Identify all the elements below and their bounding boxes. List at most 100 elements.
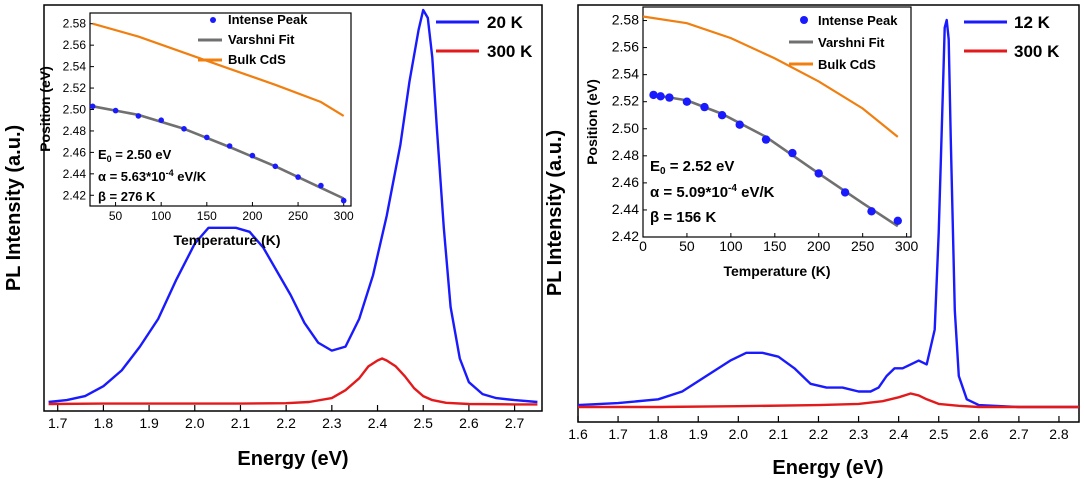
right-inset-y-tick-label: 2.46 xyxy=(612,174,639,190)
left-plot-frame xyxy=(43,4,543,412)
left-inset-x-tick-label: 150 xyxy=(197,209,217,223)
right-legend-300k-label: 300 K xyxy=(1014,42,1060,61)
right-inset-y-label: Position (eV) xyxy=(584,79,600,165)
right-inset-legend-bulk-label: Bulk CdS xyxy=(818,57,876,72)
left-legend-300k-label: 300 K xyxy=(487,42,533,61)
right-inset-intense-peak-point xyxy=(788,148,797,158)
right-inset-y-tick-label: 2.48 xyxy=(612,147,639,163)
right-inset-y-tick-label: 2.52 xyxy=(612,93,639,109)
right-inset-x-tick-label: 300 xyxy=(895,238,919,254)
left-inset-params: E0 = 2.50 eV α = 5.63*10-4 eV/K β = 276 … xyxy=(98,147,207,204)
left-param-e0: E0 = 2.50 eV xyxy=(98,147,172,164)
right-param-beta: β = 156 K xyxy=(650,209,716,226)
right-inset-x-label: Temperature (K) xyxy=(723,263,830,279)
left-x-tick-label: 2.1 xyxy=(231,415,251,431)
left-x-tick-label: 2.5 xyxy=(413,415,433,431)
left-inset-bulk-cds-line xyxy=(92,22,345,117)
right-x-tick-label: 1.7 xyxy=(608,426,628,442)
left-inset-y-tick-label: 2.50 xyxy=(63,103,87,117)
right-panel: 1.6 1.7 1.8 1.9 2.0 2.1 2.2 2.3 2.4 2.5 2.6 2.7 2.8 … xyxy=(544,4,1080,479)
right-main-plot: 1.6 1.7 1.8 1.9 2.0 2.1 2.2 2.3 2.4 2.5 2.6 2.7 2.8 xyxy=(568,18,1079,442)
right-inset-intense-peak-point xyxy=(814,169,823,178)
right-x-tick-label: 2.2 xyxy=(809,426,829,442)
left-inset-legend-points-label: Intense Peak xyxy=(228,12,308,27)
left-inset-intense-peak-point xyxy=(158,117,164,123)
left-inset-x-tick-label: 300 xyxy=(334,209,354,223)
right-inset-intense-peak-point xyxy=(656,92,665,101)
left-x-axis-label: Energy (eV) xyxy=(237,448,348,470)
right-inset-y-tick-label: 2.56 xyxy=(612,39,639,55)
right-inset-intense-peak-point xyxy=(682,97,692,106)
left-x-tick-label: 1.7 xyxy=(48,415,68,431)
right-inset-legend: Intense Peak Varshni Fit Bulk CdS xyxy=(789,13,898,72)
right-inset-intense-peak-point xyxy=(893,216,902,225)
right-inset-y-tick-label: 2.44 xyxy=(612,201,639,217)
left-inset-intense-peak-point xyxy=(135,113,142,119)
left-inset-legend-points-swatch xyxy=(210,17,216,23)
left-inset-intense-peak-point xyxy=(340,197,347,204)
right-inset: 0 50 100 150 200 250 300 2.42 2.44 2.46 2.48 2.50 2.… xyxy=(584,6,919,279)
right-x-tick-label: 1.9 xyxy=(689,426,709,442)
left-inset-x-tick-label: 100 xyxy=(151,209,171,223)
left-x-tick-label: 1.8 xyxy=(94,415,114,431)
right-x-tick-label: 1.6 xyxy=(568,426,588,442)
left-inset-y-tick-label: 2.48 xyxy=(63,124,87,138)
right-inset-x-tick-label: 100 xyxy=(719,238,743,254)
left-inset-x-tick-label: 250 xyxy=(288,209,308,223)
right-x-tick-label: 2.0 xyxy=(729,426,749,442)
left-series-20k-line xyxy=(48,8,538,404)
left-inset-intense-peak-point xyxy=(226,143,233,149)
right-inset-x-tick-label: 50 xyxy=(679,238,695,254)
left-inset-legend: Intense Peak Varshni Fit Bulk CdS xyxy=(198,12,308,67)
left-inset-intense-peak-point xyxy=(272,163,279,170)
right-inset-intense-peak-point xyxy=(717,111,727,120)
right-inset-intense-peak-point xyxy=(735,120,744,129)
left-x-tick-label: 2.2 xyxy=(276,415,296,431)
right-inset-x-tick-label: 150 xyxy=(763,238,787,254)
left-inset-x-label: Temperature (K) xyxy=(173,232,280,248)
right-x-tick-label: 2.6 xyxy=(969,426,989,442)
right-series-300k-line xyxy=(578,392,1079,409)
right-inset-legend-points-label: Intense Peak xyxy=(818,13,898,28)
right-x-axis-label: Energy (eV) xyxy=(772,457,883,479)
left-inset-intense-peak-point xyxy=(249,152,256,159)
left-inset-y-tick-label: 2.56 xyxy=(63,38,87,52)
right-inset-intense-peak-point xyxy=(700,102,709,112)
left-inset-intense-peak-point xyxy=(112,107,119,114)
left-inset-y-tick-label: 2.44 xyxy=(63,167,87,181)
left-x-tick-label: 2.4 xyxy=(368,415,388,431)
right-inset-y-tick-label: 2.58 xyxy=(612,12,639,28)
right-x-tick-label: 2.5 xyxy=(929,426,949,442)
left-inset-legend-bulk-label: Bulk CdS xyxy=(228,52,286,67)
left-y-axis-label: PL Intensity (a.u.) xyxy=(3,125,25,291)
left-legend: 20 K 300 K xyxy=(436,13,533,61)
left-param-beta: β = 276 K xyxy=(98,189,156,204)
right-y-axis-label: PL Intensity (a.u.) xyxy=(544,130,566,296)
right-x-tick-label: 2.4 xyxy=(889,426,909,442)
left-inset-y-tick-label: 2.58 xyxy=(63,17,87,31)
left-param-alpha: α = 5.63*10-4 eV/K xyxy=(98,168,207,184)
left-x-tick-label: 1.9 xyxy=(139,415,159,431)
right-inset-intense-peak-point xyxy=(649,90,658,100)
right-inset-plot: 0 50 100 150 200 250 300 2.42 2.44 2.46 2.48 2.50 2.… xyxy=(612,12,919,254)
left-inset-legend-fit-label: Varshni Fit xyxy=(228,32,295,47)
left-inset-intense-peak-point xyxy=(89,103,96,110)
left-x-tick-label: 2.0 xyxy=(185,415,205,431)
left-inset-intense-peak-point xyxy=(181,126,187,132)
right-series-12k-line xyxy=(577,18,1079,409)
right-legend-12k-label: 12 K xyxy=(1014,13,1051,32)
right-legend: 12 K 300 K xyxy=(964,13,1060,61)
right-inset-x-tick-label: 250 xyxy=(851,238,875,254)
left-inset-y-tick-label: 2.42 xyxy=(63,188,87,202)
left-inset-plot: 50 100 150 200 250 300 2.42 2.44 2.46 2.48 2.50 2.5… xyxy=(63,17,354,223)
right-inset-intense-peak-point xyxy=(867,207,876,216)
right-param-e0: E0 = 2.52 eV xyxy=(650,158,734,177)
right-inset-y-tick-label: 2.54 xyxy=(612,66,639,82)
right-x-tick-label: 2.3 xyxy=(849,426,869,442)
left-legend-20k-label: 20 K xyxy=(487,13,524,32)
left-x-tick-label: 2.6 xyxy=(459,415,479,431)
left-inset-intense-peak-point xyxy=(295,174,301,180)
right-x-tick-label: 2.8 xyxy=(1049,426,1069,442)
right-inset-legend-points-swatch xyxy=(800,16,808,24)
